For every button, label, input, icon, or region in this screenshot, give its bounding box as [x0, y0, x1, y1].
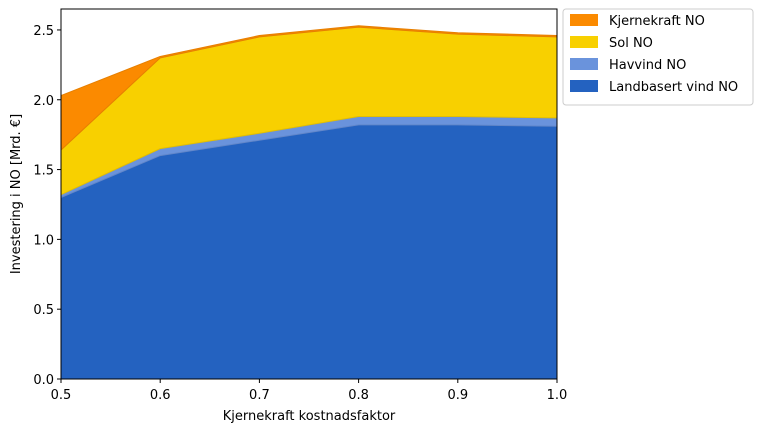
legend-item-landbasert-vind-no: Landbasert vind NO — [570, 80, 738, 95]
legend-label: Kjernekraft NO — [609, 14, 705, 29]
y-tick-label: 0.5 — [33, 303, 54, 318]
legend-swatch — [570, 80, 598, 92]
x-tick-label: 1.0 — [547, 388, 568, 403]
legend-swatch — [570, 14, 598, 26]
legend-label: Havvind NO — [609, 58, 686, 73]
legend-items: Kjernekraft NO Sol NO Havvind NO Landbasert… — [570, 14, 738, 95]
legend-item-kjernekraft-no: Kjernekraft NO — [570, 14, 705, 29]
x-tick-label: 0.9 — [447, 388, 468, 403]
y-tick-label: 1.0 — [33, 233, 54, 248]
legend-frame — [562, 8, 754, 106]
y-tick-label: 0.0 — [33, 373, 54, 388]
ticks-layer: 0.5 0.6 0.7 0.8 0.9 1.00.00.51.01.52.02.5 — [33, 24, 567, 403]
areas-layer — [60, 25, 558, 380]
plot-frame — [60, 8, 558, 380]
legend-label: Sol NO — [609, 36, 653, 51]
y-axis-label: Investering i NO [Mrd. €] — [9, 114, 24, 274]
legend-label: Landbasert vind NO — [609, 80, 738, 95]
x-tick-label: 0.5 — [51, 388, 72, 403]
x-tick-label: 0.6 — [150, 388, 171, 403]
y-tick-label: 1.5 — [33, 164, 54, 179]
y-tick-label: 2.0 — [33, 94, 54, 109]
legend-swatch — [570, 58, 598, 70]
y-tick-label: 2.5 — [33, 24, 54, 39]
x-tick-label: 0.7 — [249, 388, 270, 403]
x-axis-label: Kjernekraft kostnadsfaktor — [223, 409, 396, 424]
legend-item-sol-no: Sol NO — [570, 36, 653, 51]
x-tick-label: 0.8 — [348, 388, 369, 403]
legend-item-havvind-no: Havvind NO — [570, 58, 686, 73]
legend-swatch — [570, 36, 598, 48]
legend: Kjernekraft NO Sol NO Havvind NO Landbasert… — [562, 8, 754, 106]
